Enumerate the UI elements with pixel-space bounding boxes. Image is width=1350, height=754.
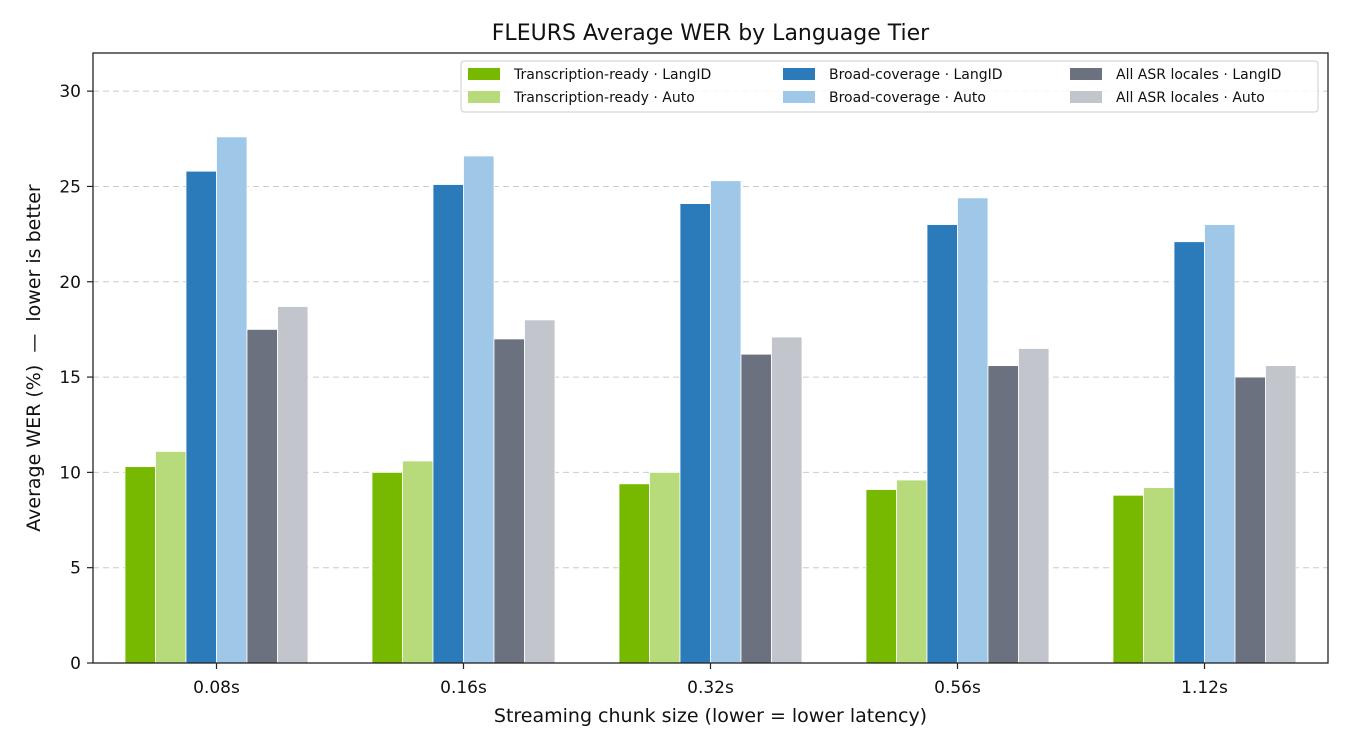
legend-swatch: [468, 91, 500, 103]
y-tick-label: 10: [59, 463, 81, 483]
bar: [1265, 365, 1297, 664]
bar: [185, 170, 217, 664]
bar: [649, 471, 681, 664]
bar: [618, 483, 650, 664]
bar: [740, 353, 772, 664]
legend-box: [460, 60, 1319, 113]
bar: [679, 203, 711, 664]
bar: [493, 338, 525, 664]
legend-entry-label: All ASR locales · LangID: [1116, 67, 1281, 83]
y-tick-label: 5: [70, 559, 81, 579]
y-tick-label: 25: [59, 177, 81, 197]
bar: [1112, 494, 1144, 664]
bar: [926, 224, 958, 664]
x-tick-label: 0.56s: [934, 678, 981, 698]
bar: [216, 136, 248, 664]
y-axis-label: Average WER (%) — lower is better: [23, 184, 45, 532]
bar: [957, 197, 989, 664]
y-tick-label: 30: [59, 82, 81, 102]
legend-swatch: [1070, 68, 1102, 80]
chart-title: FLEURS Average WER by Language Tier: [492, 21, 930, 46]
legend-entry-label: Transcription-ready · Auto: [513, 90, 695, 106]
y-tick-label: 0: [70, 654, 81, 674]
bar: [1234, 376, 1266, 664]
bar: [896, 479, 928, 664]
x-axis-ticks: 0.08s 0.16s 0.32s 0.56s 1.12s: [193, 663, 1228, 698]
y-tick-label: 20: [59, 273, 81, 293]
bar: [1143, 487, 1175, 664]
y-axis-ticks: 0 5 10 15 20 25 30: [59, 82, 93, 674]
x-tick-label: 0.08s: [193, 678, 240, 698]
bar: [771, 336, 803, 664]
bar: [155, 451, 187, 664]
bar: [246, 329, 278, 664]
bar: [1018, 348, 1050, 664]
legend-entry-label: All ASR locales · Auto: [1116, 90, 1265, 106]
legend-entry-label: Broad-coverage · LangID: [829, 67, 1003, 83]
x-tick-label: 1.12s: [1181, 678, 1228, 698]
bar: [277, 306, 309, 664]
bar: [524, 319, 556, 664]
bar: [710, 180, 742, 664]
bar: [865, 489, 897, 664]
bar: [1204, 224, 1236, 664]
x-axis-label: Streaming chunk size (lower = lower late…: [494, 705, 927, 727]
legend-swatch: [783, 91, 815, 103]
bar: [432, 184, 464, 664]
bar: [987, 365, 1019, 664]
legend-entry-label: Broad-coverage · Auto: [829, 90, 986, 106]
x-tick-label: 0.16s: [440, 678, 487, 698]
bar: [124, 466, 156, 664]
bar: [402, 460, 434, 664]
y-tick-label: 15: [59, 368, 81, 388]
legend-swatch: [783, 68, 815, 80]
bar: [463, 155, 495, 664]
legend: Transcription-ready · LangID Transcriptio…: [460, 60, 1319, 113]
bar: [371, 471, 403, 664]
bar: [1173, 241, 1205, 664]
bars: [124, 136, 1297, 664]
legend-swatch: [468, 68, 500, 80]
legend-swatch: [1070, 91, 1102, 103]
legend-entry-label: Transcription-ready · LangID: [513, 67, 711, 83]
x-tick-label: 0.32s: [687, 678, 734, 698]
